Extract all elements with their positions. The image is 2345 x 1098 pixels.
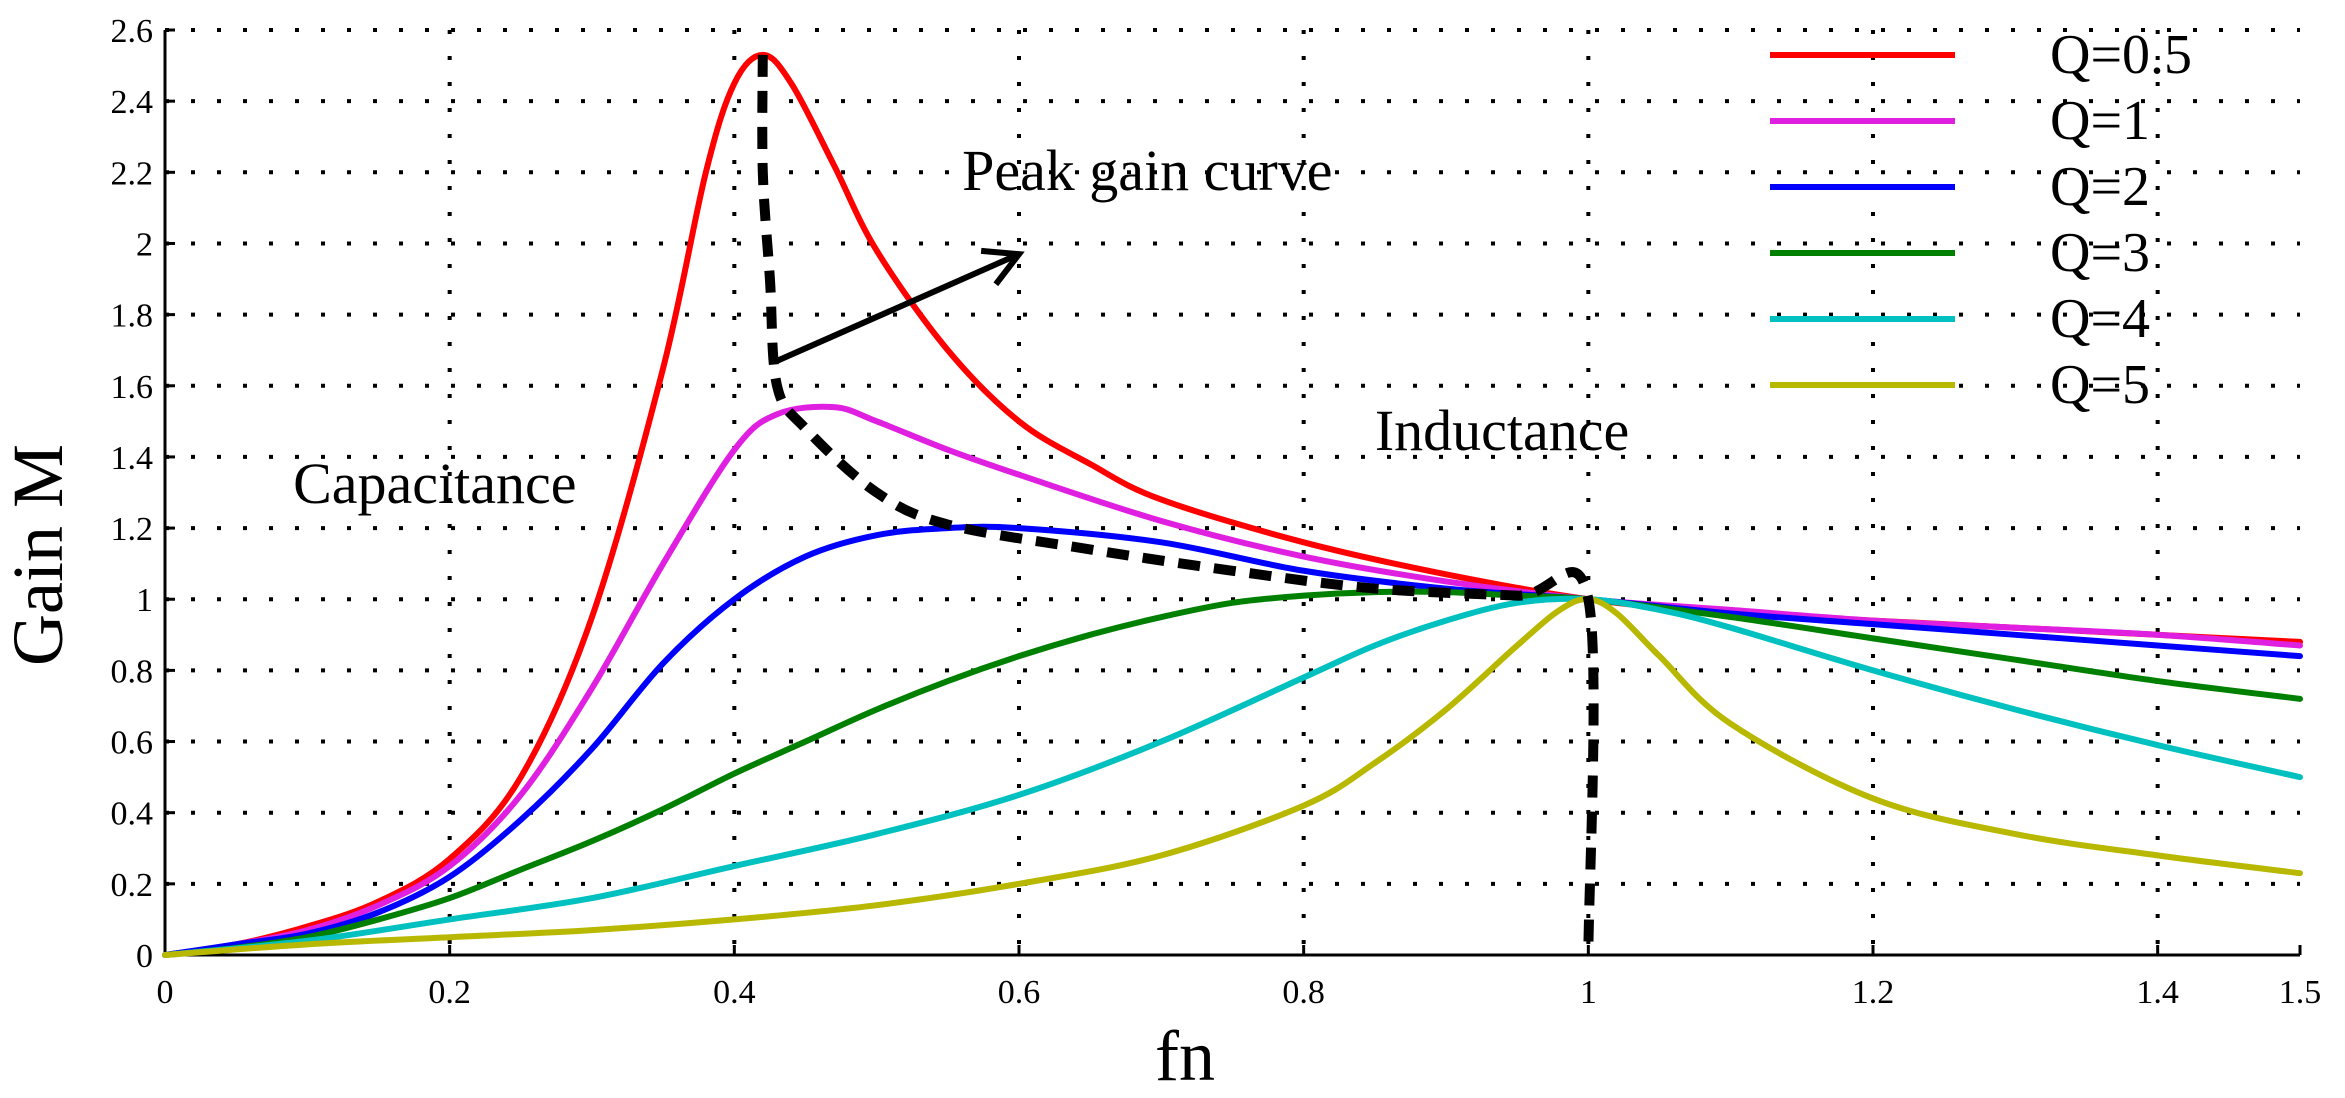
series-line-6 <box>162 596 2303 958</box>
x-tick-label: 1.5 <box>2279 974 2322 1011</box>
legend-label-3: Q=2 <box>2050 156 2150 218</box>
legend-label-2: Q=1 <box>2050 90 2150 152</box>
y-tick-label: 0 <box>136 938 153 975</box>
y-axis-title: Gain M <box>0 444 78 666</box>
x-tick-label: 1.2 <box>1852 974 1895 1011</box>
peak-gain-arrowhead <box>980 247 1025 287</box>
annotation-2: Capacitance <box>293 451 576 516</box>
legend-label-5: Q=4 <box>2050 288 2150 350</box>
series-lines <box>162 51 2303 958</box>
peak-gain-curve <box>757 54 1599 956</box>
legend-label-1: Q=0.5 <box>2050 24 2192 86</box>
peak-gain-curve-group <box>757 54 1599 956</box>
y-tick-label: 1.8 <box>111 298 154 335</box>
x-tick-label: 0 <box>157 974 174 1011</box>
axes <box>163 28 2302 957</box>
y-tick-label: 0.6 <box>111 725 154 762</box>
y-tick-labels: 0 0.2 0.4 0.6 0.8 1 1.2 1.4 1.6 1.8 2 2.2 2.4 2.6 <box>111 13 154 975</box>
annotation-1: Peak gain curve <box>962 138 1332 203</box>
y-tick-label: 1.2 <box>111 511 154 548</box>
legend-label-4: Q=3 <box>2050 222 2150 284</box>
x-tick-label: 0.4 <box>713 974 756 1011</box>
series-line-2 <box>162 403 2303 958</box>
y-tick-label: 2.2 <box>111 155 154 192</box>
y-tick-label: 1.6 <box>111 369 154 406</box>
grid <box>165 28 2300 955</box>
y-tick-label: 2 <box>136 226 153 263</box>
legend: Q=0.5Q=1Q=2Q=3Q=4Q=5 <box>1770 24 2192 416</box>
y-tick-label: 0.2 <box>111 867 154 904</box>
legend-label-6: Q=5 <box>2050 354 2150 416</box>
series-line-4 <box>162 588 2303 958</box>
series-line-5 <box>162 595 2303 958</box>
y-tick-label: 0.8 <box>111 653 154 690</box>
x-tick-label: 0.8 <box>1282 974 1325 1011</box>
annotations: Peak gain curve Capacitance Inductance <box>293 138 1629 516</box>
y-tick-label: 0.4 <box>111 796 154 833</box>
x-tick-label: 1.4 <box>2136 974 2179 1011</box>
x-axis-title: fn <box>1155 1016 1215 1096</box>
annotation-3: Inductance <box>1375 398 1629 463</box>
y-tick-label: 2.4 <box>111 84 154 121</box>
x-tick-label: 1 <box>1580 974 1597 1011</box>
x-tick-label: 0.2 <box>428 974 471 1011</box>
y-tick-label: 1.4 <box>111 440 154 477</box>
y-tick-label: 1 <box>136 582 153 619</box>
x-tick-labels: 0 0.2 0.4 0.6 0.8 1 1.2 1.4 1.5 <box>157 974 2322 1011</box>
y-tick-label: 2.6 <box>111 13 154 50</box>
peak-gain-arrow <box>775 251 1021 364</box>
x-tick-label: 0.6 <box>998 974 1041 1011</box>
